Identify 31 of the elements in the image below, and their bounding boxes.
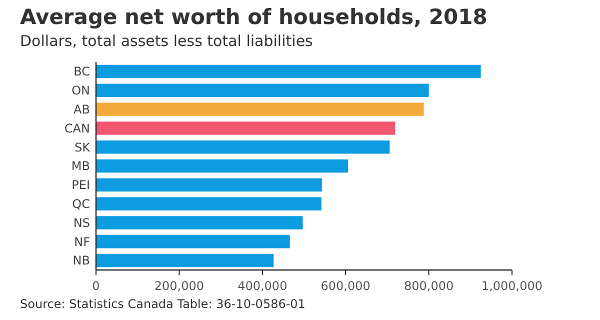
y-tick-label: CAN: [64, 121, 90, 136]
y-tick-label: SK: [74, 140, 92, 154]
x-tick-label: 800,000: [404, 279, 454, 293]
y-tick-label: NB: [72, 254, 90, 268]
bar: [96, 178, 322, 192]
bar: [96, 140, 390, 154]
y-tick-label: BC: [74, 64, 90, 79]
chart-subtitle: Dollars, total assets less total liabilities: [20, 32, 314, 50]
bar: [96, 64, 481, 78]
y-tick-label: NS: [73, 216, 90, 230]
y-tick-label: AB: [74, 102, 90, 116]
x-tick-label: 200,000: [154, 279, 204, 293]
y-tick-label: PEI: [72, 178, 90, 192]
y-tick-label: QC: [72, 197, 90, 212]
y-tick-label: ON: [72, 84, 90, 98]
bar: [96, 84, 429, 97]
bar: [96, 102, 424, 116]
bar: [96, 235, 290, 248]
x-tick-label: 0: [92, 279, 100, 293]
bar: [96, 197, 322, 210]
source-note: Source: Statistics Canada Table: 36-10-0586-01: [20, 297, 306, 311]
y-tick-label: NF: [74, 234, 90, 249]
x-tick-label: 400,000: [238, 279, 288, 293]
bar: [96, 122, 396, 135]
bar: [96, 159, 348, 173]
bar: [96, 216, 303, 230]
x-tick-label: 600,000: [320, 279, 370, 293]
chart-title: Average net worth of households, 2018: [20, 5, 488, 29]
bar: [96, 254, 274, 268]
y-tick-label: MB: [71, 159, 90, 174]
x-tick-label: 1,000,000: [481, 279, 543, 293]
